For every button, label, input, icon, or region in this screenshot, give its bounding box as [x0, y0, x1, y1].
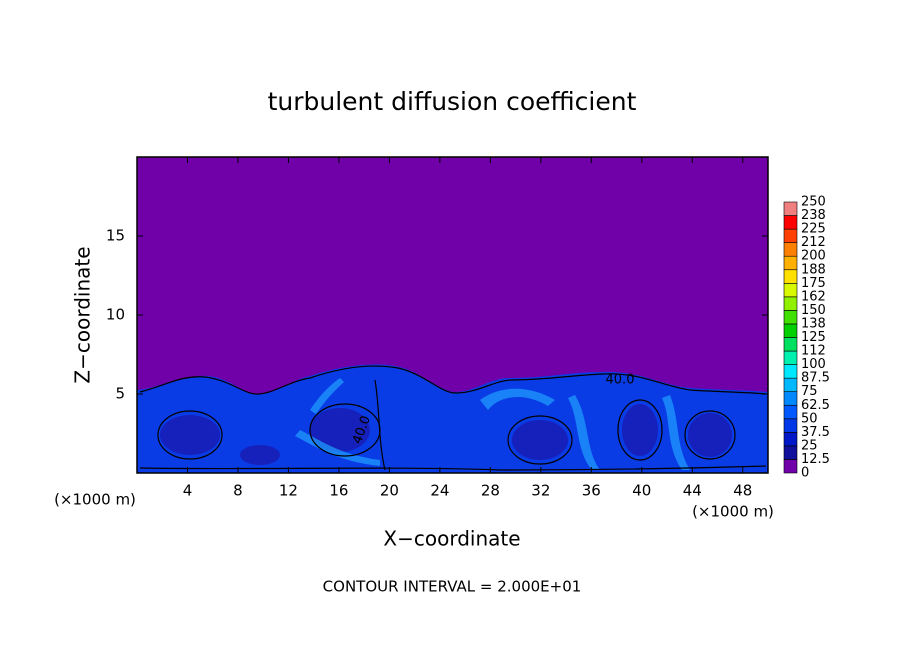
colorbar-label: 75: [801, 384, 818, 399]
colorbar-label: 62.5: [801, 398, 830, 413]
y-tick-label: 5: [115, 385, 125, 403]
colorbar-label: 150: [801, 303, 826, 318]
colorbar-bin: [783, 242, 798, 257]
colorbar-label: 125: [801, 330, 826, 345]
colorbar-label: 100: [801, 357, 826, 372]
colorbar-bin: [783, 228, 798, 243]
x-tick-label: 48: [733, 482, 752, 500]
x-tick-label: 8: [233, 482, 243, 500]
x-tick-label: 40: [632, 482, 651, 500]
low-blobs: [160, 404, 732, 465]
x-tick-label: 36: [582, 482, 601, 500]
colorbar-label: 112: [801, 344, 826, 359]
colorbar-bin: [783, 432, 798, 447]
x-tick-label: 28: [481, 482, 500, 500]
x-tick-label: 4: [183, 482, 193, 500]
contour-label: 40.0: [606, 373, 635, 388]
colorbar-bin: [783, 215, 798, 230]
colorbar-label: 188: [801, 262, 826, 277]
colorbar-bin: [783, 201, 798, 216]
contour-lines: [139, 365, 767, 471]
colorbar-label: 250: [801, 195, 826, 210]
colorbar-bin: [783, 459, 798, 474]
colorbar-label: 238: [801, 208, 826, 223]
footer: CONTOUR INTERVAL = 2.000E+01: [323, 578, 582, 596]
colorbar-label: 87.5: [801, 371, 830, 386]
chart-title: turbulent diffusion coefficient: [268, 87, 637, 116]
high-streaks: [295, 378, 690, 470]
colorbar-bin: [783, 269, 798, 284]
colorbar-label: 0: [801, 466, 809, 481]
colorbar-label: 225: [801, 222, 826, 237]
colorbar-bin: [783, 377, 798, 392]
x-unit: (×1000 m): [54, 491, 136, 509]
turbulent-layer: [137, 364, 768, 473]
x-tick-label: 24: [430, 482, 449, 500]
colorbar-bin: [783, 350, 798, 365]
colorbar-label: 200: [801, 249, 826, 264]
colorbar-bin: [783, 445, 798, 460]
colorbar-label: 175: [801, 276, 826, 291]
x-tick-label: 44: [683, 482, 702, 500]
x-unit: (×1000 m): [692, 503, 774, 521]
y-axis-label: Z−coordinate: [71, 246, 95, 383]
colorbar-bin: [783, 337, 798, 352]
colorbar-bin: [783, 255, 798, 271]
colorbar-label: 50: [801, 411, 818, 426]
colorbar-bin: [783, 310, 798, 325]
colorbar-label: 12.5: [801, 452, 830, 467]
y-tick-label: 15: [106, 227, 125, 245]
colorbar-label: 25: [801, 438, 818, 453]
x-tick-label: 32: [531, 482, 550, 500]
colorbar-bin: [783, 323, 798, 338]
x-tick-label: 20: [380, 482, 399, 500]
colorbar-label: 138: [801, 316, 826, 331]
colorbar-label: 212: [801, 235, 826, 250]
x-axis-label: X−coordinate: [383, 527, 520, 551]
colorbar-bin: [783, 282, 798, 298]
colorbar-bin: [783, 391, 798, 406]
layer-fill: [137, 364, 768, 473]
colorbar-bin: [783, 296, 798, 311]
colorbar-bin: [783, 418, 798, 433]
colorbar-label: 37.5: [801, 425, 830, 440]
y-tick-label: 10: [106, 306, 125, 324]
x-tick-label: 16: [329, 482, 348, 500]
x-tick-label: 12: [279, 482, 298, 500]
colorbar-bin: [783, 404, 798, 420]
colorbar-label: 162: [801, 289, 826, 304]
colorbar-bin: [783, 364, 798, 379]
